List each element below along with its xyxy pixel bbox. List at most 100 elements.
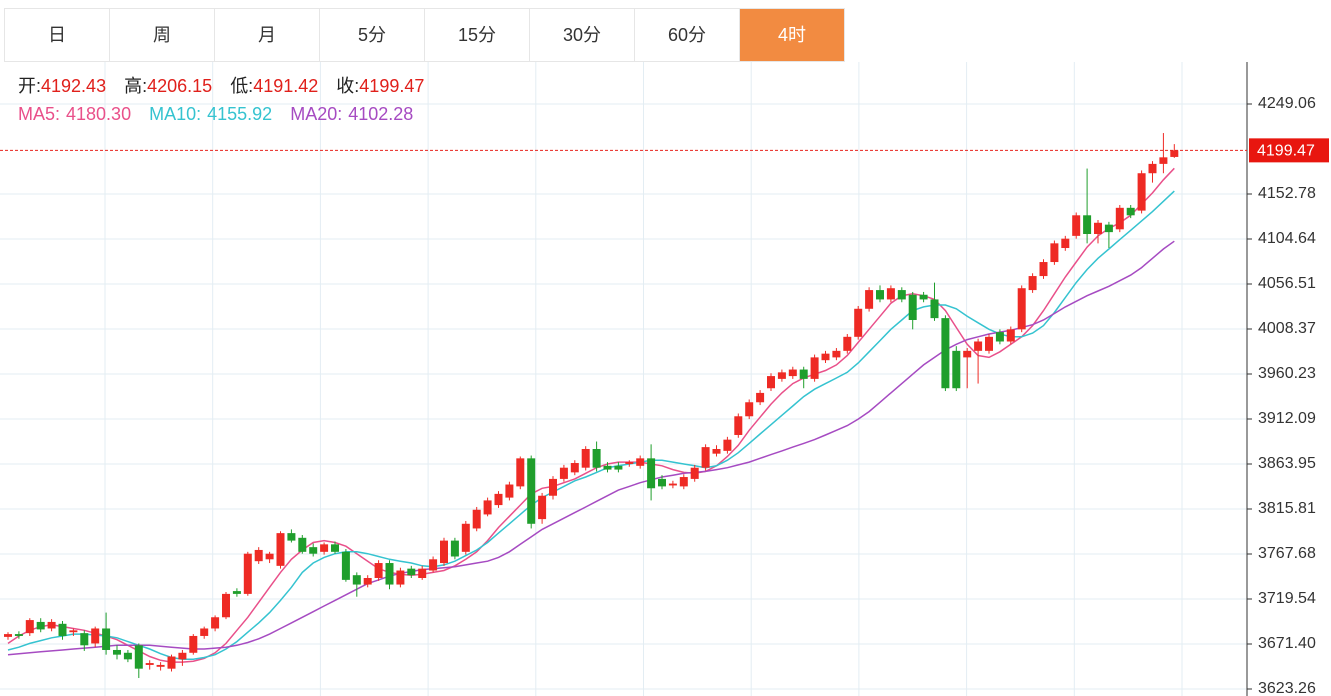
info-label: 开: <box>18 76 42 96</box>
period-tab[interactable]: 60分 <box>635 9 740 61</box>
y-tick-label: 3960.23 <box>1258 365 1316 382</box>
candle-body <box>429 559 438 571</box>
period-tab[interactable]: 30分 <box>530 9 635 61</box>
candle-body <box>243 553 252 594</box>
candle-body <box>407 568 416 576</box>
candle-body <box>886 288 895 300</box>
candle-body <box>952 350 961 389</box>
info-value: 4206.15 <box>147 76 213 96</box>
candle-body <box>854 308 863 337</box>
y-tick-label: 4104.64 <box>1258 230 1316 247</box>
period-tab[interactable]: 月 <box>215 9 320 61</box>
candle-body <box>494 493 503 506</box>
ma-value: 4102.28 <box>348 104 414 124</box>
candle-body <box>102 628 111 650</box>
candle-body <box>821 353 830 361</box>
y-tick-label: 4249.06 <box>1258 95 1316 112</box>
candle-body <box>668 483 677 486</box>
candle-body <box>320 544 329 552</box>
candle-body <box>745 402 754 417</box>
price-label: 4199.47 <box>1257 143 1315 160</box>
candle-body <box>810 357 819 379</box>
candle-body <box>374 563 383 579</box>
candle-body <box>461 523 470 552</box>
candle-body <box>254 549 263 562</box>
candle-body <box>974 341 983 351</box>
candle-body <box>385 563 394 585</box>
period-tab[interactable]: 15分 <box>425 9 530 61</box>
candle-body <box>1028 276 1037 291</box>
candle-body <box>941 318 950 389</box>
ma-value: 4155.92 <box>207 104 273 124</box>
candle-body <box>287 533 296 541</box>
candle-body <box>156 664 165 667</box>
candle-body <box>1083 215 1092 234</box>
candle-body <box>440 540 448 564</box>
candle-body <box>189 635 198 653</box>
candle-body <box>450 540 459 557</box>
y-tick-label: 3671.40 <box>1258 635 1316 652</box>
candle-body <box>549 478 557 496</box>
info-label: 收: <box>336 76 360 96</box>
candle-body <box>352 575 361 585</box>
period-tab[interactable]: 周 <box>110 9 215 61</box>
candle-body <box>396 570 405 585</box>
candle-body <box>1050 243 1059 263</box>
candle-body <box>113 649 121 655</box>
candle-body <box>483 500 492 515</box>
candle-body <box>14 634 23 636</box>
candle-body <box>4 634 12 637</box>
candle-body <box>1006 329 1015 342</box>
candle-body <box>636 458 645 466</box>
candle-body <box>712 448 721 454</box>
candle-body <box>309 547 318 554</box>
candle-body <box>211 617 220 629</box>
candle-body <box>123 652 132 660</box>
period-tab[interactable]: 4时 <box>740 9 845 61</box>
period-tab[interactable]: 5分 <box>320 9 425 61</box>
candle-body <box>178 652 187 660</box>
candle-body <box>832 350 841 358</box>
candle-body <box>516 458 525 487</box>
info-label: 低: <box>230 76 254 96</box>
candle-body <box>756 392 765 403</box>
candle-body <box>341 551 350 580</box>
candle-body <box>527 458 536 524</box>
ma-label: MA20: <box>290 104 343 124</box>
candle-body <box>570 463 579 473</box>
candle-body <box>1104 224 1113 233</box>
candle-body <box>167 656 176 669</box>
ma-line <box>7 240 1175 656</box>
candle-body <box>1126 207 1135 216</box>
candle-body <box>1170 150 1179 157</box>
candle-body <box>559 467 568 479</box>
period-tab[interactable]: 日 <box>5 9 110 61</box>
candle-body <box>734 416 743 435</box>
candle-body <box>799 369 808 379</box>
candle-body <box>1039 262 1048 277</box>
candle-body <box>908 294 917 320</box>
info-value: 4192.43 <box>41 76 107 96</box>
candle-body <box>647 458 656 489</box>
y-tick-label: 3912.09 <box>1258 410 1316 427</box>
candle-body <box>919 294 928 300</box>
candle-body <box>995 332 1004 342</box>
candle-body <box>723 439 732 451</box>
candle-body <box>505 484 514 498</box>
candle-body <box>658 478 666 487</box>
candle-body <box>47 621 56 629</box>
candle-body <box>1159 157 1168 164</box>
candle-body <box>418 568 427 579</box>
candle-body <box>897 290 906 300</box>
candle-body <box>876 290 884 300</box>
candle-body <box>767 376 775 389</box>
period-tabs: 日周月 5分 15分 30分 60分 4时 <box>4 8 845 62</box>
candle-body <box>232 591 241 594</box>
candle-body <box>1094 222 1102 234</box>
candle-body <box>701 447 710 468</box>
candle-body <box>603 465 612 470</box>
y-tick-label: 3623.26 <box>1258 680 1316 696</box>
candle-body <box>80 633 89 646</box>
